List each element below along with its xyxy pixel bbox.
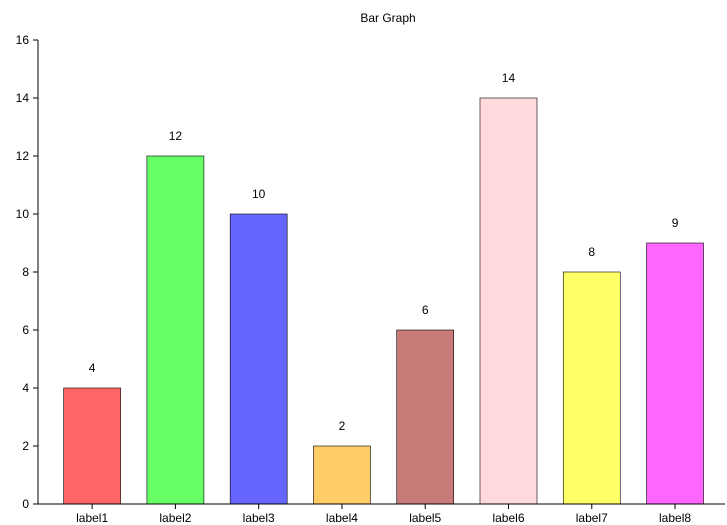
y-tick-label: 6 — [22, 323, 29, 337]
y-tick-label: 4 — [22, 381, 29, 395]
bars — [63, 97, 704, 505]
bar-label2 — [146, 155, 205, 505]
data-label-label2: 12 — [169, 129, 183, 143]
x-axis: label1 label2 label3 label4 label5 label6 labe… — [38, 503, 725, 525]
bar-label5 — [396, 329, 455, 505]
x-tick-label: label8 — [659, 511, 691, 525]
y-tick-label: 0 — [22, 497, 29, 511]
data-label-label5: 6 — [422, 303, 429, 317]
y-tick-label: 2 — [22, 439, 29, 453]
chart-title: Bar Graph — [360, 11, 415, 25]
x-tick-label: label1 — [76, 511, 108, 525]
y-axis: 0 2 4 6 8 10 12 14 16 — [16, 33, 39, 511]
bar-label4 — [313, 445, 371, 505]
y-tick-label: 10 — [16, 207, 30, 221]
bar-label1 — [63, 387, 121, 505]
x-tick-label: label6 — [492, 511, 524, 525]
bar-label8 — [646, 242, 704, 505]
y-tick-label: 14 — [16, 91, 30, 105]
bar-label6 — [479, 97, 538, 505]
bar-label7 — [562, 271, 621, 505]
y-tick-label: 12 — [16, 149, 30, 163]
data-label-label3: 10 — [252, 187, 266, 201]
y-tick-label: 8 — [22, 265, 29, 279]
data-labels: 4 12 10 2 6 14 8 9 — [89, 71, 679, 433]
data-label-label4: 2 — [339, 419, 346, 433]
x-tick-label: label5 — [409, 511, 441, 525]
x-tick-label: label4 — [326, 511, 358, 525]
data-label-label8: 9 — [672, 216, 679, 230]
data-label-label6: 14 — [502, 71, 516, 85]
x-tick-label: label3 — [243, 511, 275, 525]
x-tick-label: label7 — [576, 511, 608, 525]
bar-label3 — [229, 213, 288, 505]
data-label-label7: 8 — [588, 245, 595, 259]
x-tick-label: label2 — [159, 511, 191, 525]
y-tick-label: 16 — [16, 33, 30, 47]
data-label-label1: 4 — [89, 361, 96, 375]
